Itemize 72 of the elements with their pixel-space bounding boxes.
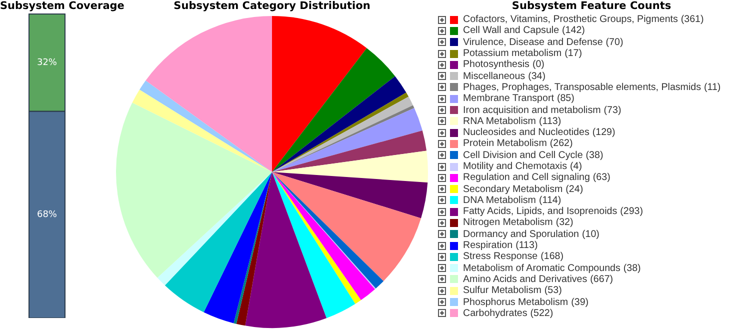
- pie-slice: [272, 130, 427, 172]
- legend-label: Protein Metabolism: [463, 138, 547, 150]
- data-label: (38): [586, 150, 604, 161]
- data-label: (113): [538, 116, 562, 127]
- legend-title: Subsystem Feature Counts: [510, 0, 672, 12]
- legend-label: Amino Acids and Derivatives: [463, 274, 588, 285]
- legend-label: Stress Response: [463, 251, 538, 262]
- pie-slice: [116, 102, 272, 278]
- data-label: (32): [556, 217, 574, 228]
- legend-label: DNA Metabolism: [463, 194, 536, 206]
- data-label: (70): [606, 36, 624, 48]
- legend-label: Secondary Metabolism: [463, 184, 563, 195]
- data-label: (17): [564, 48, 582, 60]
- legend-label: Carbohydrates: [463, 308, 528, 319]
- data-label: (262): [550, 138, 573, 150]
- data-label: (142): [562, 25, 585, 36]
- legend-label: Fatty Acids, Lipids, and Isoprenoids: [463, 206, 618, 218]
- legend-label: Photosynthesis: [463, 59, 530, 70]
- pie-slice: [146, 16, 272, 172]
- data-label: (63): [592, 172, 610, 184]
- legend-label: Motility and Chemotaxis: [463, 161, 567, 172]
- data-label: (11): [704, 82, 721, 93]
- data-label: (522): [530, 308, 554, 319]
- data-label: (4): [570, 161, 582, 172]
- data-label: 32%: [36, 58, 58, 68]
- legend-label: Nucleosides and Nucleotides: [463, 127, 590, 138]
- pie-slice: [245, 172, 327, 328]
- pie-slice: [272, 16, 367, 172]
- data-label: (85): [556, 93, 574, 104]
- data-label: 68%: [36, 210, 58, 220]
- pie-slice: [164, 172, 272, 312]
- data-label: (168): [540, 251, 564, 262]
- data-label: (34): [528, 70, 546, 82]
- legend-label: Phosphorus Metabolism: [463, 296, 568, 308]
- data-label: (114): [538, 194, 562, 206]
- data-label: (667): [590, 274, 614, 285]
- legend-label: Sulfur Metabolism: [463, 285, 542, 296]
- pie-slice: [272, 48, 396, 172]
- data-label: (129): [592, 127, 616, 138]
- data-label: (361): [680, 14, 704, 26]
- data-label: (293): [620, 206, 643, 218]
- pie-slice: [157, 172, 272, 286]
- legend-label: Iron acquisition and metabolism: [463, 104, 601, 116]
- chart-title: Subsystem Coverage: [0, 0, 124, 12]
- legend-label: Miscellaneous: [463, 70, 526, 82]
- legend-label: Membrane Transport: [463, 93, 554, 104]
- pie-slice: [272, 76, 406, 172]
- data-label: (53): [544, 285, 562, 296]
- legend-label: Cell Wall and Capsule: [463, 25, 560, 36]
- data-label: (73): [604, 104, 622, 116]
- legend-label: Respiration: [463, 240, 513, 252]
- pie-slice: [272, 172, 422, 282]
- legend-label: RNA Metabolism: [463, 116, 536, 127]
- data-label: (38): [623, 262, 641, 274]
- data-label: (10): [582, 228, 600, 240]
- legend-label: Potassium metabolism: [463, 48, 562, 60]
- legend-label: Regulation and Cell signaling: [463, 172, 590, 184]
- data-label: (113): [516, 240, 538, 252]
- legend-label: Virulence, Disease and Defense: [463, 36, 603, 48]
- data-label: (39): [571, 296, 589, 308]
- pie-slice: [272, 172, 428, 218]
- legend-label: Dormancy and Sporulation: [463, 228, 579, 240]
- legend-label: Metabolism of Aromatic Compounds: [463, 262, 620, 274]
- text: (0): [532, 59, 544, 70]
- data-label: (24): [566, 184, 584, 195]
- pie-slice: [272, 150, 428, 182]
- legend-label: Nitrogen Metabolism: [463, 217, 553, 228]
- chart-title: Subsystem Category Distribution: [174, 0, 370, 12]
- legend-label: Cofactors, Vitamins, Prosthetic Groups, Pigments: [463, 14, 678, 26]
- legend-label: Phages, Prophages, Transposable elements, Plasmids: [463, 82, 701, 93]
- legend-label: Cell Division and Cell Cycle: [463, 150, 583, 161]
- pie-slice: [204, 172, 272, 324]
